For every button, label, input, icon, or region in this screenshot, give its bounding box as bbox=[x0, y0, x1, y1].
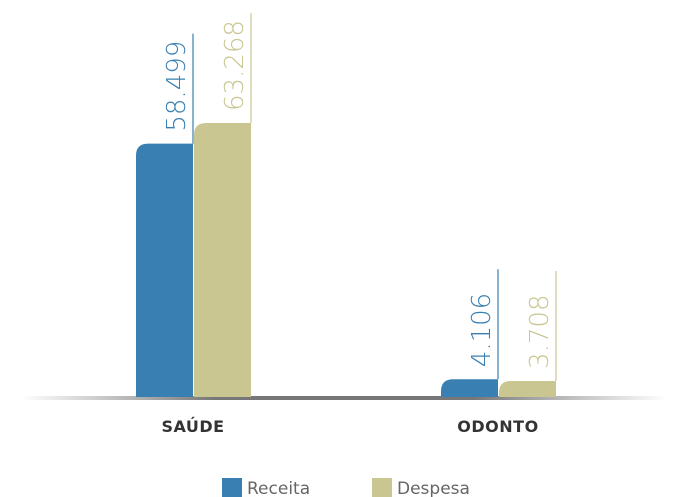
legend-label: Despesa bbox=[397, 479, 470, 497]
value-label: 3.708 bbox=[525, 295, 555, 369]
legend-swatch bbox=[372, 478, 392, 497]
value-label: 63.268 bbox=[220, 20, 250, 111]
legend-swatch bbox=[222, 478, 242, 497]
bar bbox=[136, 143, 193, 397]
bar bbox=[499, 380, 556, 397]
category-label: SAÚDE bbox=[161, 417, 224, 436]
legend-label: Receita bbox=[247, 479, 310, 497]
bar bbox=[441, 379, 498, 397]
bar bbox=[194, 123, 251, 397]
value-label: 58.499 bbox=[162, 41, 192, 132]
baseline bbox=[20, 396, 668, 400]
category-label: ODONTO bbox=[457, 417, 538, 436]
value-label: 4.106 bbox=[467, 293, 497, 367]
